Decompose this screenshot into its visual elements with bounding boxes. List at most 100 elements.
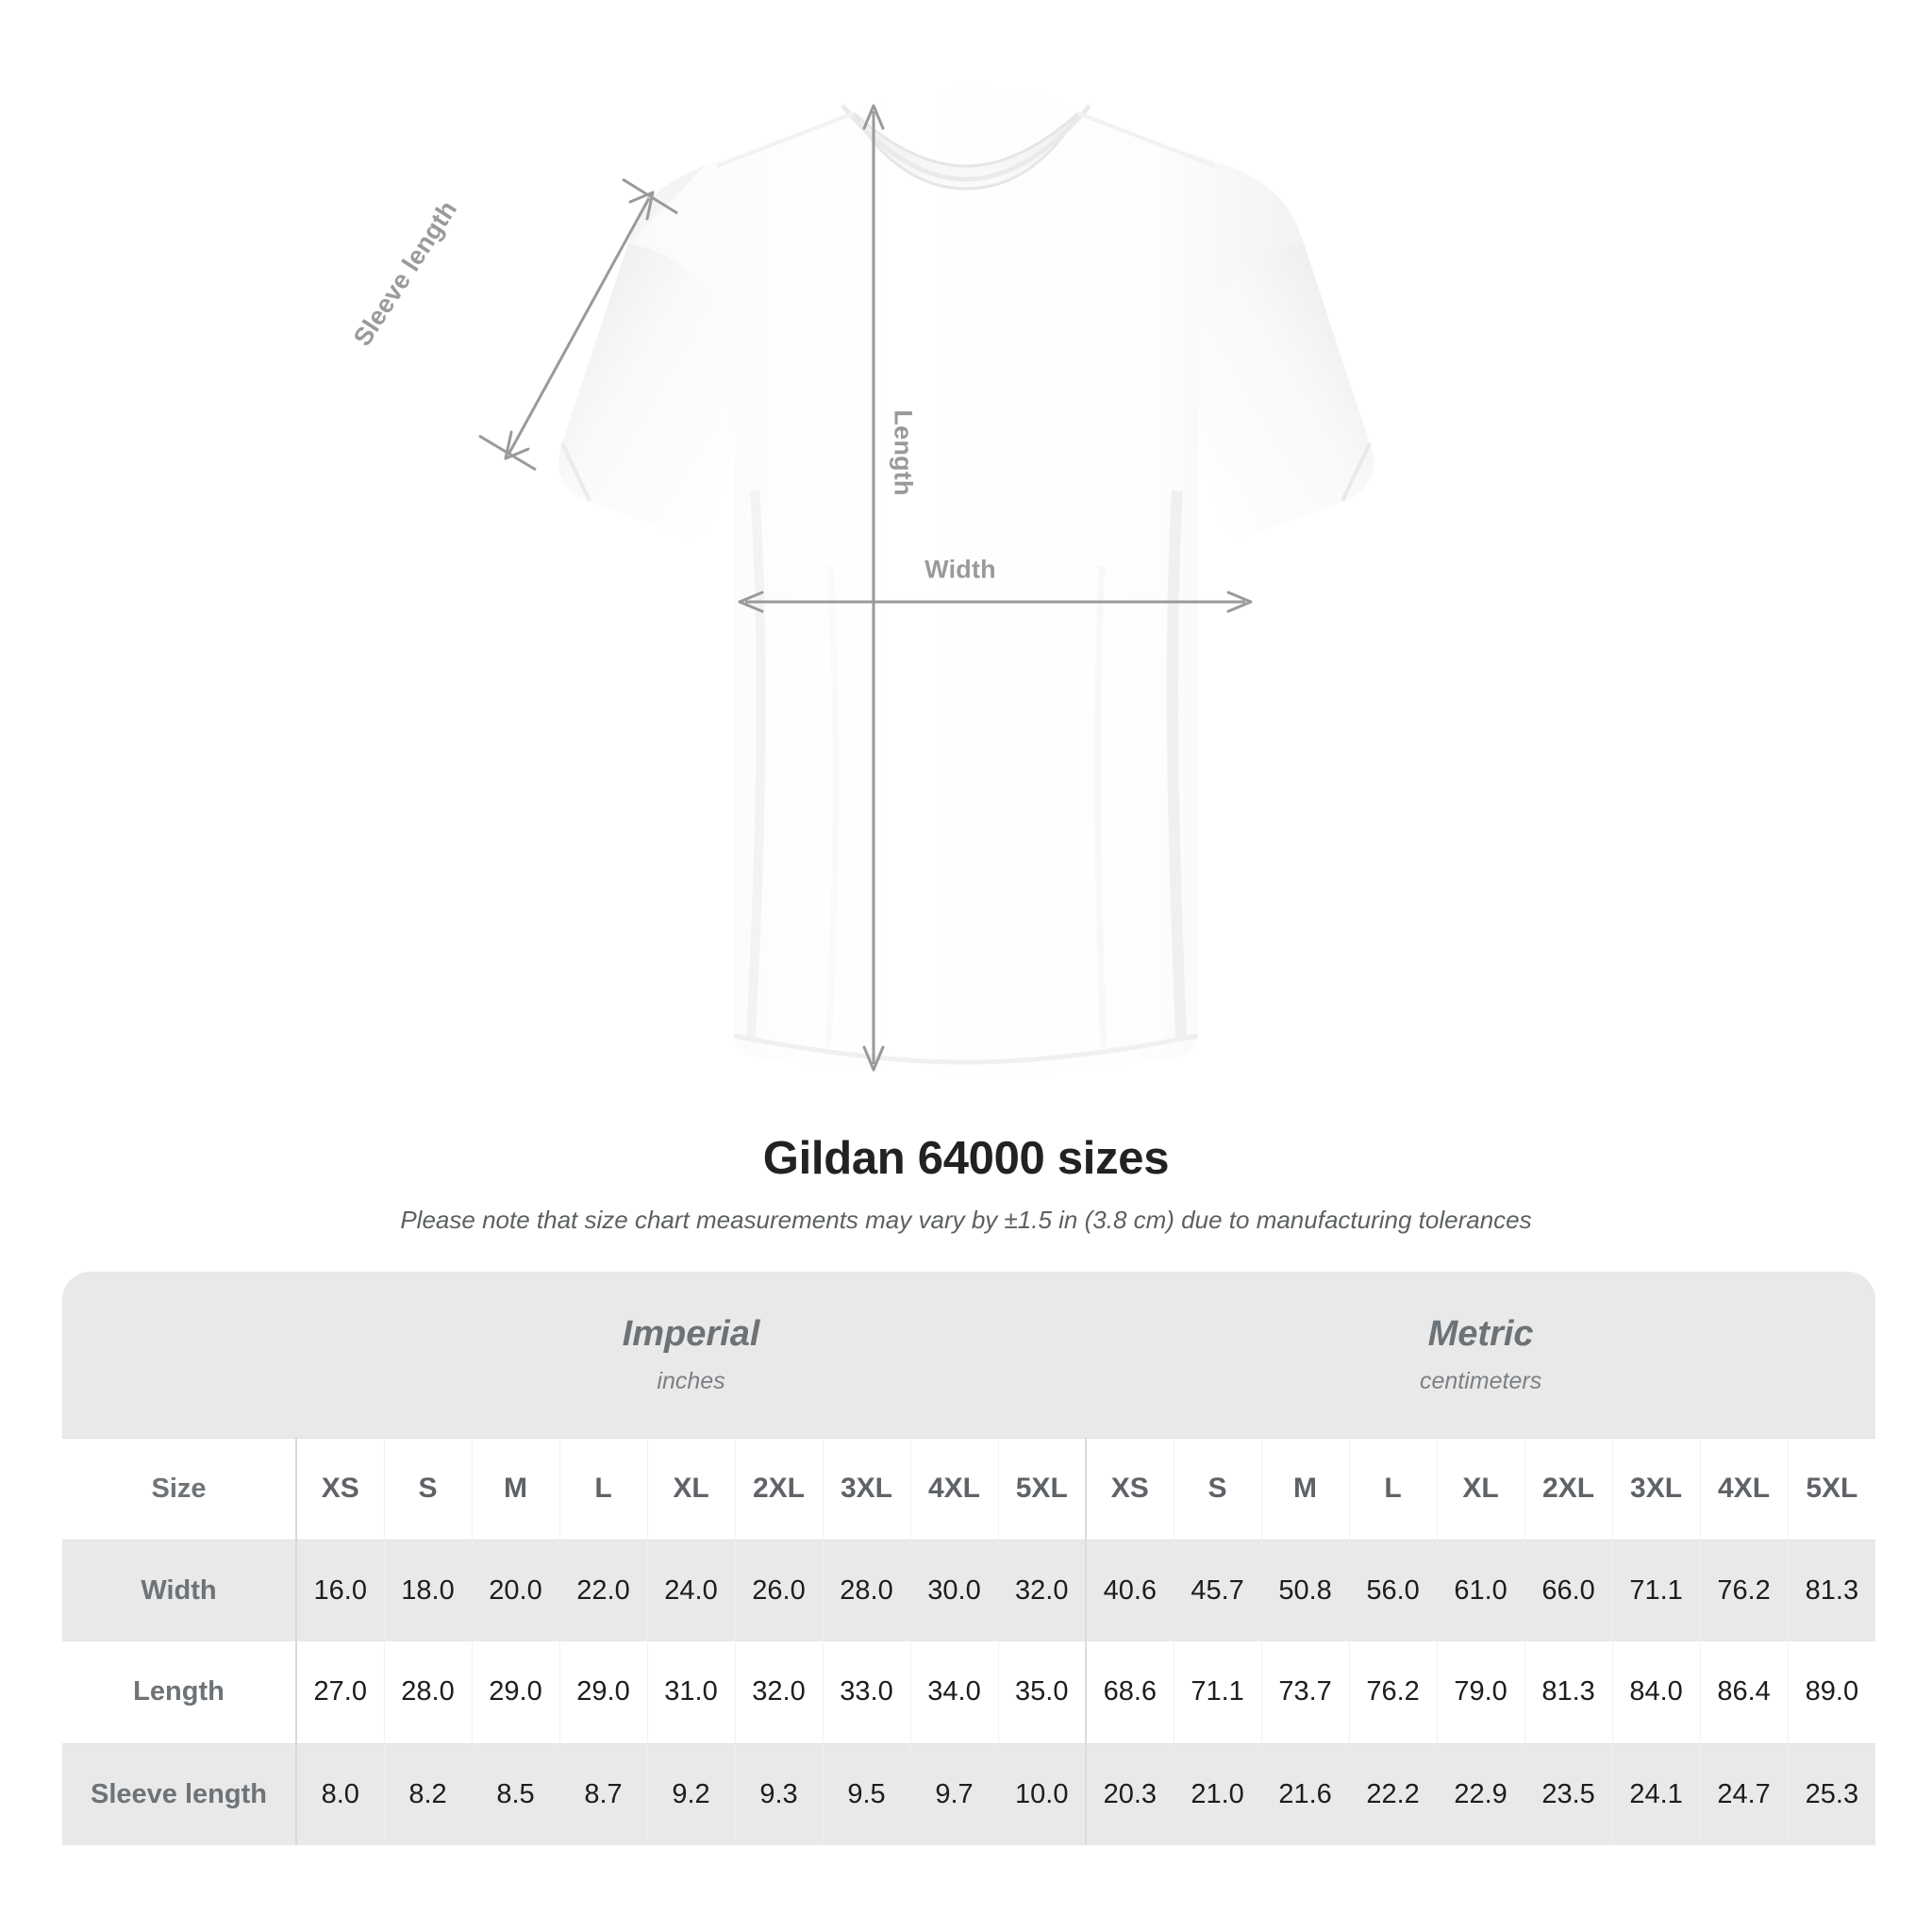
cell-length-imperial-4xl: 34.0	[909, 1641, 998, 1743]
cell-sleeve-imperial-4xl: 9.7	[909, 1743, 998, 1845]
cell-width-imperial-l: 22.0	[558, 1540, 647, 1641]
size-col-imperial-2xl: 2XL	[734, 1438, 823, 1540]
cell-length-metric-xl: 79.0	[1436, 1641, 1525, 1743]
cell-sleeve-imperial-m: 8.5	[471, 1743, 559, 1845]
cell-sleeve-imperial-l: 8.7	[558, 1743, 647, 1845]
cell-length-metric-l: 76.2	[1348, 1641, 1438, 1743]
cell-width-metric-3xl: 71.1	[1611, 1540, 1701, 1641]
unit-header-imperial: Imperial inches	[296, 1272, 1087, 1438]
cell-length-imperial-s: 28.0	[383, 1641, 472, 1743]
cell-length-metric-4xl: 86.4	[1699, 1641, 1789, 1743]
size-col-metric-xl: XL	[1436, 1438, 1525, 1540]
cell-length-metric-s: 71.1	[1173, 1641, 1262, 1743]
cell-width-metric-2xl: 66.0	[1524, 1540, 1613, 1641]
cell-length-imperial-xs: 27.0	[295, 1641, 384, 1743]
shirt-body-shape	[558, 87, 1374, 1075]
cell-sleeve-imperial-5xl: 10.0	[997, 1743, 1087, 1845]
unit-header-spacer	[62, 1272, 296, 1438]
cell-sleeve-imperial-3xl: 9.5	[822, 1743, 910, 1845]
width-dimension-line	[738, 591, 1253, 613]
cell-sleeve-metric-xl: 22.9	[1436, 1743, 1525, 1845]
width-label: Width	[924, 555, 996, 584]
cell-width-metric-l: 56.0	[1348, 1540, 1438, 1641]
size-col-imperial-4xl: 4XL	[909, 1438, 998, 1540]
cell-sleeve-imperial-xs: 8.0	[295, 1743, 384, 1845]
cell-width-imperial-xs: 16.0	[295, 1540, 384, 1641]
unit-name-metric: Metric	[1427, 1313, 1534, 1354]
size-col-imperial-l: L	[558, 1438, 647, 1540]
sleeve-length-dimension-line	[478, 177, 678, 472]
cell-length-metric-m: 73.7	[1260, 1641, 1350, 1743]
cell-width-imperial-s: 18.0	[383, 1540, 472, 1641]
size-col-metric-2xl: 2XL	[1524, 1438, 1613, 1540]
tshirt-illustration: Sleeve length Length Width	[348, 87, 1374, 1075]
table-row: Width 16.0 18.0 20.0 22.0 24.0 26.0 28.0…	[62, 1540, 1876, 1641]
cell-sleeve-metric-4xl: 24.7	[1699, 1743, 1789, 1845]
cell-sleeve-metric-l: 22.2	[1348, 1743, 1438, 1845]
cell-sleeve-metric-xs: 20.3	[1085, 1743, 1174, 1845]
cell-length-imperial-l: 29.0	[558, 1641, 647, 1743]
size-row: Size XS S M L XL 2XL 3XL 4XL 5XL XS S M …	[62, 1438, 1876, 1540]
length-label: Length	[889, 409, 918, 496]
size-col-metric-m: M	[1260, 1438, 1350, 1540]
row-header-sleeve-length: Sleeve length	[62, 1743, 296, 1845]
cell-width-metric-xs: 40.6	[1085, 1540, 1174, 1641]
tshirt-diagram	[478, 87, 1374, 1075]
size-col-metric-s: S	[1173, 1438, 1262, 1540]
cell-sleeve-imperial-xl: 9.2	[646, 1743, 735, 1845]
size-col-metric-4xl: 4XL	[1699, 1438, 1789, 1540]
cell-width-imperial-4xl: 30.0	[909, 1540, 998, 1641]
cell-sleeve-metric-3xl: 24.1	[1611, 1743, 1701, 1845]
cell-sleeve-imperial-s: 8.2	[383, 1743, 472, 1845]
unit-sub-imperial: inches	[657, 1367, 725, 1394]
size-chart-table: Imperial inches Metric centimeters Size …	[62, 1272, 1876, 1845]
cell-length-imperial-m: 29.0	[471, 1641, 559, 1743]
row-header-width: Width	[62, 1540, 296, 1641]
row-header-size: Size	[62, 1438, 296, 1540]
cell-width-imperial-3xl: 28.0	[822, 1540, 910, 1641]
tolerance-note: Please note that size chart measurements…	[400, 1206, 1532, 1234]
cell-width-metric-m: 50.8	[1260, 1540, 1350, 1641]
cell-length-metric-5xl: 89.0	[1787, 1641, 1876, 1743]
cell-length-metric-3xl: 84.0	[1611, 1641, 1701, 1743]
unit-sub-metric: centimeters	[1420, 1367, 1542, 1394]
cell-length-imperial-5xl: 35.0	[997, 1641, 1087, 1743]
size-col-metric-3xl: 3XL	[1611, 1438, 1701, 1540]
cell-sleeve-metric-s: 21.0	[1173, 1743, 1262, 1845]
size-col-imperial-m: M	[471, 1438, 559, 1540]
unit-name-imperial: Imperial	[622, 1313, 760, 1354]
cell-sleeve-metric-2xl: 23.5	[1524, 1743, 1613, 1845]
cell-sleeve-imperial-2xl: 9.3	[734, 1743, 823, 1845]
cell-length-imperial-2xl: 32.0	[734, 1641, 823, 1743]
unit-group-header-row: Imperial inches Metric centimeters	[62, 1272, 1876, 1438]
chart-caption: Gildan 64000 sizes Please note that size…	[0, 1132, 1932, 1235]
cell-length-imperial-3xl: 33.0	[822, 1641, 910, 1743]
size-col-metric-5xl: 5XL	[1787, 1438, 1876, 1540]
unit-header-metric: Metric centimeters	[1086, 1272, 1876, 1438]
page-title: Gildan 64000 sizes	[762, 1133, 1170, 1184]
cell-width-imperial-xl: 24.0	[646, 1540, 735, 1641]
row-header-length: Length	[62, 1641, 296, 1743]
cell-length-metric-2xl: 81.3	[1524, 1641, 1613, 1743]
size-col-imperial-3xl: 3XL	[822, 1438, 910, 1540]
size-col-metric-l: L	[1348, 1438, 1438, 1540]
table-row: Length 27.0 28.0 29.0 29.0 31.0 32.0 33.…	[62, 1641, 1876, 1743]
cell-width-metric-4xl: 76.2	[1699, 1540, 1789, 1641]
cell-width-imperial-m: 20.0	[471, 1540, 559, 1641]
length-dimension-line	[862, 104, 885, 1072]
cell-sleeve-metric-5xl: 25.3	[1787, 1743, 1876, 1845]
cell-width-imperial-5xl: 32.0	[997, 1540, 1087, 1641]
size-col-imperial-s: S	[383, 1438, 472, 1540]
cell-width-metric-xl: 61.0	[1436, 1540, 1525, 1641]
size-col-imperial-xl: XL	[646, 1438, 735, 1540]
cell-width-metric-5xl: 81.3	[1787, 1540, 1876, 1641]
cell-width-metric-s: 45.7	[1173, 1540, 1262, 1641]
cell-width-imperial-2xl: 26.0	[734, 1540, 823, 1641]
cell-sleeve-metric-m: 21.6	[1260, 1743, 1350, 1845]
cell-length-imperial-xl: 31.0	[646, 1641, 735, 1743]
cell-length-metric-xs: 68.6	[1085, 1641, 1174, 1743]
size-col-imperial-xs: XS	[295, 1438, 384, 1540]
size-col-imperial-5xl: 5XL	[997, 1438, 1087, 1540]
size-col-metric-xs: XS	[1085, 1438, 1174, 1540]
table-row: Sleeve length 8.0 8.2 8.5 8.7 9.2 9.3 9.…	[62, 1743, 1876, 1845]
